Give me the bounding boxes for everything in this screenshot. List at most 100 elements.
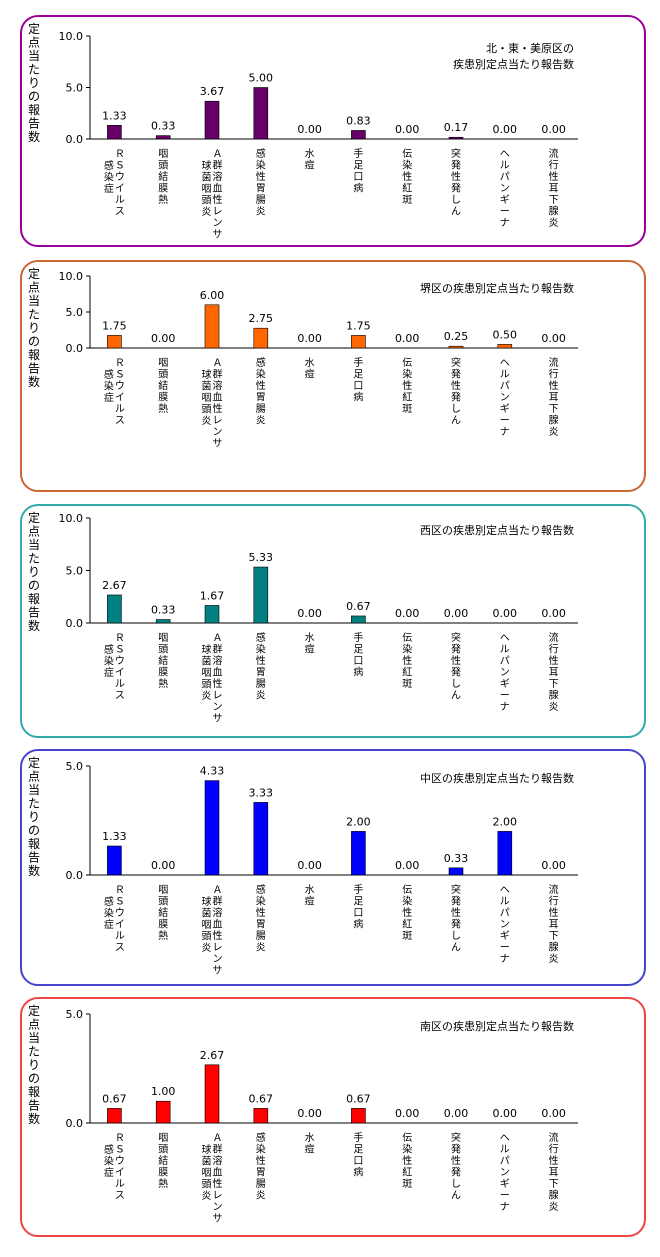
data-label: 0.33 xyxy=(151,120,176,133)
svg-text:染: 染 xyxy=(402,368,412,381)
svg-text:炎: 炎 xyxy=(202,690,212,702)
svg-text:た: た xyxy=(28,308,40,322)
svg-text:ヘ: ヘ xyxy=(500,149,510,160)
svg-text:の: の xyxy=(28,1072,40,1086)
bar xyxy=(351,335,366,349)
svg-text:伝: 伝 xyxy=(402,1132,412,1144)
svg-text:発: 発 xyxy=(451,368,461,381)
svg-text:ー: ー xyxy=(500,207,510,218)
svg-text:溶: 溶 xyxy=(213,170,223,183)
svg-text:サ: サ xyxy=(213,965,223,977)
svg-text:下: 下 xyxy=(549,404,559,415)
svg-text:手: 手 xyxy=(353,1131,363,1144)
svg-text:流: 流 xyxy=(549,1131,559,1144)
svg-text:下: 下 xyxy=(549,679,559,690)
svg-text:告: 告 xyxy=(28,851,40,865)
svg-text:咽: 咽 xyxy=(202,1167,212,1179)
svg-text:数: 数 xyxy=(28,129,40,144)
svg-text:の: の xyxy=(28,335,40,349)
data-label: 0.25 xyxy=(444,330,469,343)
svg-text:サ: サ xyxy=(213,438,223,450)
svg-text:熱: 熱 xyxy=(158,929,168,942)
svg-text:パ: パ xyxy=(500,907,510,919)
category-label: 水痘 xyxy=(305,1132,315,1156)
svg-text:下: 下 xyxy=(549,931,559,942)
svg-text:感: 感 xyxy=(256,1131,266,1144)
svg-text:症: 症 xyxy=(104,918,114,931)
svg-text:イ: イ xyxy=(115,1168,125,1179)
svg-text:炎: 炎 xyxy=(256,942,266,954)
svg-text:ン: ン xyxy=(500,393,510,404)
svg-text:炎: 炎 xyxy=(256,415,266,427)
svg-text:点: 点 xyxy=(28,36,40,50)
svg-text:当: 当 xyxy=(28,1031,40,1045)
data-label: 2.75 xyxy=(249,312,274,325)
svg-text:レ: レ xyxy=(213,943,223,954)
svg-text:熱: 熱 xyxy=(158,193,168,206)
svg-text:ウ: ウ xyxy=(115,380,125,392)
svg-text:し: し xyxy=(451,678,461,690)
bar xyxy=(497,344,513,349)
svg-text:手: 手 xyxy=(353,631,363,644)
svg-text:斑: 斑 xyxy=(402,929,412,942)
data-label: 0.00 xyxy=(297,123,322,136)
svg-text:ナ: ナ xyxy=(500,701,510,713)
svg-text:イ: イ xyxy=(115,668,125,679)
svg-text:性: 性 xyxy=(256,654,266,667)
data-label: 0.00 xyxy=(493,123,518,136)
data-label: 2.67 xyxy=(200,1049,225,1062)
svg-text:頭: 頭 xyxy=(202,1179,212,1191)
svg-text:水: 水 xyxy=(305,148,315,160)
svg-text:発: 発 xyxy=(451,666,461,679)
svg-text:胃: 胃 xyxy=(256,667,266,679)
svg-text:腸: 腸 xyxy=(256,1178,266,1190)
svg-text:突: 突 xyxy=(451,883,461,896)
svg-text:レ: レ xyxy=(213,416,223,427)
chart-title: 中区の疾患別定点当たり報告数 xyxy=(420,771,574,785)
data-label: 1.67 xyxy=(200,589,225,602)
data-label: 0.67 xyxy=(102,1092,127,1105)
svg-text:し: し xyxy=(451,403,461,415)
svg-text:性: 性 xyxy=(256,1154,266,1167)
svg-text:発: 発 xyxy=(451,391,461,404)
svg-text:耳: 耳 xyxy=(549,667,559,679)
svg-text:菌: 菌 xyxy=(202,172,212,184)
svg-text:菌: 菌 xyxy=(202,656,212,668)
y-tick-label: 0.0 xyxy=(66,617,84,630)
category-label: 水痘 xyxy=(305,884,315,908)
svg-text:結: 結 xyxy=(158,379,168,392)
svg-text:ヘ: ヘ xyxy=(500,633,510,644)
svg-text:結: 結 xyxy=(158,906,168,919)
svg-text:性: 性 xyxy=(451,170,461,183)
svg-text:病: 病 xyxy=(353,391,363,404)
bar xyxy=(253,327,269,349)
svg-text:痘: 痘 xyxy=(305,159,315,172)
svg-text:染: 染 xyxy=(256,159,266,172)
svg-text:咽: 咽 xyxy=(158,632,168,644)
svg-text:感: 感 xyxy=(256,147,266,160)
svg-text:ー: ー xyxy=(500,691,510,702)
data-label: 0.00 xyxy=(297,1107,322,1120)
chart-title: 疾患別定点当たり報告数 xyxy=(453,57,574,71)
data-label: 0.67 xyxy=(249,1092,274,1105)
svg-text:病: 病 xyxy=(353,182,363,195)
svg-text:炎: 炎 xyxy=(256,1190,266,1202)
svg-text:サ: サ xyxy=(213,713,223,725)
svg-text:告: 告 xyxy=(28,606,40,620)
svg-text:紅: 紅 xyxy=(402,919,412,931)
svg-text:斑: 斑 xyxy=(402,402,412,415)
svg-text:結: 結 xyxy=(158,1154,168,1167)
bar xyxy=(253,1108,269,1124)
svg-text:の: の xyxy=(28,90,40,104)
svg-text:頭: 頭 xyxy=(158,644,168,656)
svg-text:当: 当 xyxy=(28,49,40,63)
svg-text:染: 染 xyxy=(104,380,114,393)
svg-text:胃: 胃 xyxy=(256,392,266,404)
